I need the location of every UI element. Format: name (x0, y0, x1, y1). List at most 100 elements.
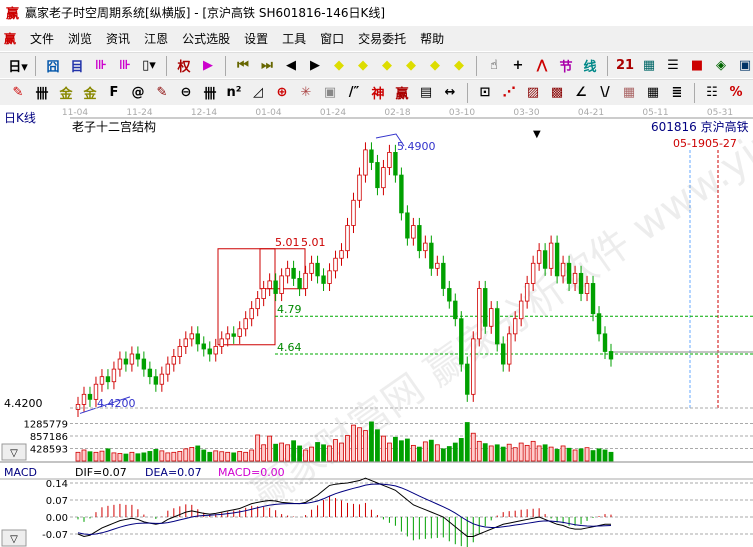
network-icon[interactable]: ◈ (716, 58, 726, 73)
volume-bar (147, 451, 153, 462)
volume-bar (285, 444, 291, 462)
notes-icon[interactable]: 目 (70, 60, 84, 75)
calendar-icon[interactable]: 21 (615, 58, 635, 73)
save-icon[interactable]: ■ (690, 58, 704, 73)
volume-collapse-button[interactable] (1, 443, 27, 461)
zigzag-icon[interactable]: \/ (600, 85, 610, 100)
section-icon[interactable]: 节 (559, 60, 573, 75)
fan-icon[interactable]: ⋰ (502, 85, 516, 100)
volume-bar (375, 429, 380, 462)
menu-2[interactable]: 资讯 (106, 32, 131, 46)
gold2-icon[interactable]: 金 (83, 87, 97, 102)
expand-h-icon[interactable]: ◆ (382, 58, 392, 73)
candle (381, 167, 386, 189)
angle-icon[interactable]: ∠ (575, 85, 587, 100)
pen2-icon[interactable]: ✎ (156, 85, 168, 100)
volume-bar (464, 422, 470, 462)
star-icon[interactable]: ✳ (300, 85, 312, 100)
grid-icon[interactable]: 卌 (35, 87, 49, 102)
layout-icon[interactable]: 囧 (46, 60, 60, 75)
volume-bar (548, 446, 554, 462)
candle (357, 174, 362, 201)
trade-icon[interactable]: ▣ (738, 58, 752, 73)
gann-box-icon[interactable]: ▨ (526, 85, 540, 100)
candle (489, 308, 494, 327)
pct-red-icon[interactable]: % (729, 85, 743, 100)
volume-bar (422, 441, 428, 462)
zoom-left-icon[interactable]: ◆ (334, 58, 344, 73)
macd-tick: 0.00 (46, 513, 68, 524)
pen-icon[interactable]: ✎ (12, 85, 24, 100)
candle (285, 267, 290, 277)
shen-icon[interactable]: 神 (371, 87, 385, 102)
hand-icon[interactable]: ☝ (490, 58, 498, 73)
candle (399, 174, 404, 214)
first-icon[interactable]: ⏮ (237, 58, 249, 73)
candle (195, 333, 200, 345)
candle (171, 356, 177, 365)
fib-icon[interactable]: F (109, 85, 119, 100)
ying-icon[interactable]: 赢 (395, 87, 409, 102)
rights-icon[interactable]: 权 (177, 60, 191, 75)
date-tick: 12-14 (191, 108, 217, 118)
box-icon[interactable]: ⊡ (479, 85, 491, 100)
triangle-icon[interactable]: ◿ (253, 85, 263, 100)
menu-5[interactable]: 设置 (244, 32, 269, 46)
prev-icon[interactable]: ◀ (286, 58, 296, 73)
chart-icon[interactable]: 线 (583, 60, 597, 75)
expand-icon[interactable]: ◆ (430, 58, 440, 73)
crosshair-icon[interactable]: + (512, 58, 524, 73)
n2-icon[interactable]: n² (226, 85, 242, 100)
chart9-icon[interactable]: ⊪ (119, 58, 131, 73)
volume-bar (219, 451, 225, 462)
menu-4[interactable]: 公式选股 (182, 32, 231, 46)
menu-9[interactable]: 帮助 (420, 32, 445, 46)
volume-bar (428, 439, 434, 462)
chart-area[interactable]: 11-04 11-24 12-14 01-04 01-24 02-18 03-10 03-30… (0, 104, 753, 547)
target-icon[interactable]: ⊕ (276, 85, 288, 100)
candle (506, 333, 512, 365)
menu-3[interactable]: 江恩 (144, 32, 169, 46)
gold-icon[interactable]: 金 (59, 87, 73, 102)
parallel-icon[interactable]: ≣ (671, 85, 683, 100)
dropdown-arrow-icon[interactable]: ▼ (533, 129, 541, 140)
candle-type-dropdown[interactable]: ▯▾ (142, 58, 156, 73)
macd-collapse-button[interactable] (1, 529, 27, 547)
expand-v-icon[interactable]: ◆ (454, 58, 464, 73)
next-icon[interactable]: ▶ (310, 58, 320, 73)
grid3-icon[interactable]: ▦ (622, 85, 636, 100)
zoom-right-icon[interactable]: ◆ (358, 58, 368, 73)
menu-0[interactable]: 文件 (30, 32, 55, 46)
menu-1[interactable]: 浏览 (68, 32, 93, 46)
menu-7[interactable]: 窗口 (320, 32, 345, 46)
list-icon[interactable]: ☷ (706, 85, 718, 100)
calculator-icon[interactable]: ▦ (642, 58, 656, 73)
last-icon[interactable]: ⏭ (261, 58, 273, 73)
lines-icon[interactable]: /″ (348, 85, 360, 100)
menu-6[interactable]: 工具 (282, 32, 307, 46)
grid2-icon[interactable]: 卌 (203, 87, 217, 102)
candle (483, 288, 488, 327)
candle (417, 225, 422, 252)
candle (129, 353, 135, 365)
gann-fan-icon[interactable]: ▩ (550, 85, 564, 100)
width-icon[interactable]: ↔ (444, 85, 456, 100)
candle (441, 262, 446, 289)
ruler-icon[interactable]: ▤ (419, 85, 433, 100)
shrink-h-icon[interactable]: ◆ (406, 58, 416, 73)
chart3-icon[interactable]: ⊪ (95, 58, 107, 73)
spiral-icon[interactable]: @ (131, 85, 145, 100)
square-icon[interactable]: ▣ (323, 85, 337, 100)
volume-bar (237, 451, 243, 462)
candle (608, 351, 614, 360)
candle (542, 250, 548, 269)
volume-bar (75, 451, 81, 462)
report-icon[interactable]: ☰ (667, 58, 679, 73)
circle-icon[interactable]: ⊖ (180, 85, 192, 100)
line-icon[interactable]: ⋀ (536, 58, 548, 73)
grid4-icon[interactable]: ▦ (646, 85, 660, 100)
candle (471, 338, 476, 395)
period-day-dropdown[interactable]: 日▾ (8, 60, 28, 75)
menu-8[interactable]: 交易委托 (358, 32, 407, 46)
flag-icon[interactable]: ▶ (203, 58, 213, 73)
